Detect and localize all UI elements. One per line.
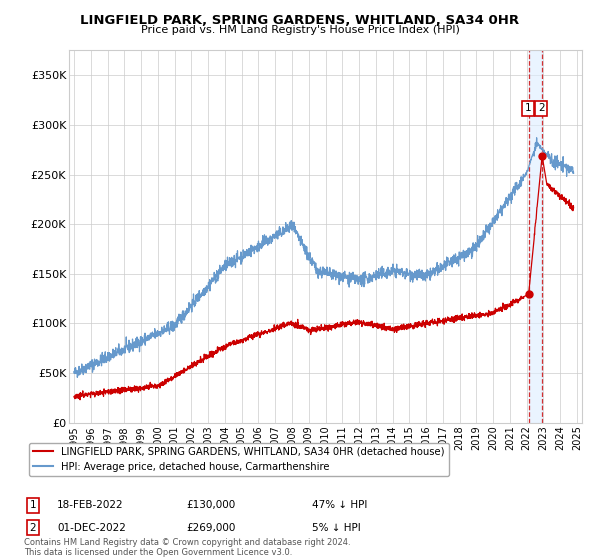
- Text: 47% ↓ HPI: 47% ↓ HPI: [312, 500, 367, 510]
- Bar: [529, 50, 542, 423]
- Text: £130,000: £130,000: [186, 500, 235, 510]
- Text: 18-FEB-2022: 18-FEB-2022: [57, 500, 124, 510]
- Text: LINGFIELD PARK, SPRING GARDENS, WHITLAND, SA34 0HR: LINGFIELD PARK, SPRING GARDENS, WHITLAND…: [80, 14, 520, 27]
- Text: £269,000: £269,000: [186, 522, 235, 533]
- Text: Price paid vs. HM Land Registry's House Price Index (HPI): Price paid vs. HM Land Registry's House …: [140, 25, 460, 35]
- Text: 5% ↓ HPI: 5% ↓ HPI: [312, 522, 361, 533]
- Text: Contains HM Land Registry data © Crown copyright and database right 2024.
This d: Contains HM Land Registry data © Crown c…: [24, 538, 350, 557]
- Text: 1: 1: [29, 500, 37, 510]
- Text: 1: 1: [524, 103, 531, 113]
- Legend: LINGFIELD PARK, SPRING GARDENS, WHITLAND, SA34 0HR (detached house), HPI: Averag: LINGFIELD PARK, SPRING GARDENS, WHITLAND…: [29, 443, 449, 475]
- Text: 2: 2: [538, 103, 545, 113]
- Text: 01-DEC-2022: 01-DEC-2022: [57, 522, 126, 533]
- Text: 2: 2: [29, 522, 37, 533]
